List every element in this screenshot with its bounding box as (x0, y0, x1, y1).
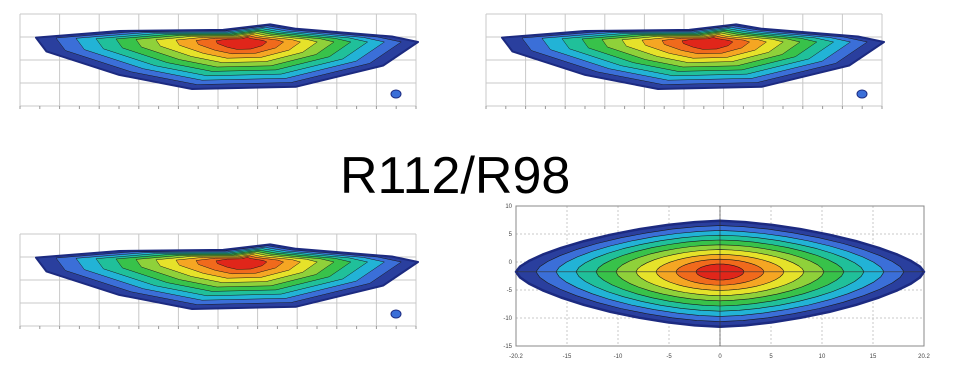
x-tick-label: -5 (666, 354, 672, 360)
y-tick-label: -5 (507, 288, 513, 294)
isolux-chart-bottom-right: -20.2 -15 -10 -5 0 5 10 15 20.2 10 5 0 -5 -10 -15 (480, 196, 940, 368)
x-tick-label: 15 (870, 354, 877, 360)
y-tick-label: 10 (505, 204, 512, 210)
contour-bands (501, 23, 885, 90)
isolux-chart-top-left (8, 4, 428, 116)
x-tick-label: -15 (563, 354, 572, 360)
isolux-chart-bottom-left (8, 224, 428, 336)
contour-band (215, 257, 268, 270)
isolux-plot (19, 233, 419, 329)
x-tick-label: -10 (614, 354, 623, 360)
x-tick-label: 10 (819, 354, 826, 360)
figure-caption: R112/R98 (340, 147, 571, 205)
contour-band (215, 37, 268, 50)
x-tick-label: 5 (769, 354, 773, 360)
stray-contour-blob (390, 309, 402, 319)
y-tick-label: 0 (509, 260, 513, 266)
stray-contour-blob (856, 89, 868, 99)
x-tick-label: -20.2 (509, 354, 523, 360)
x-tick-label: 0 (718, 354, 722, 360)
stray-contour-blob (390, 89, 402, 99)
contour-bands (35, 23, 419, 90)
y-tick-label: 5 (509, 232, 513, 238)
isolux-chart-top-right (474, 4, 894, 116)
isolux-plot: -20.2 -15 -10 -5 0 5 10 15 20.2 10 5 0 -5 -10 -15 (503, 204, 930, 360)
contour-bands (35, 243, 419, 310)
y-tick-label: -10 (503, 316, 512, 322)
contour-band (681, 37, 734, 50)
y-tick-label: -15 (503, 344, 512, 350)
isolux-plot (19, 13, 419, 109)
isolux-plot (485, 13, 885, 109)
x-tick-label: 20.2 (918, 354, 930, 360)
